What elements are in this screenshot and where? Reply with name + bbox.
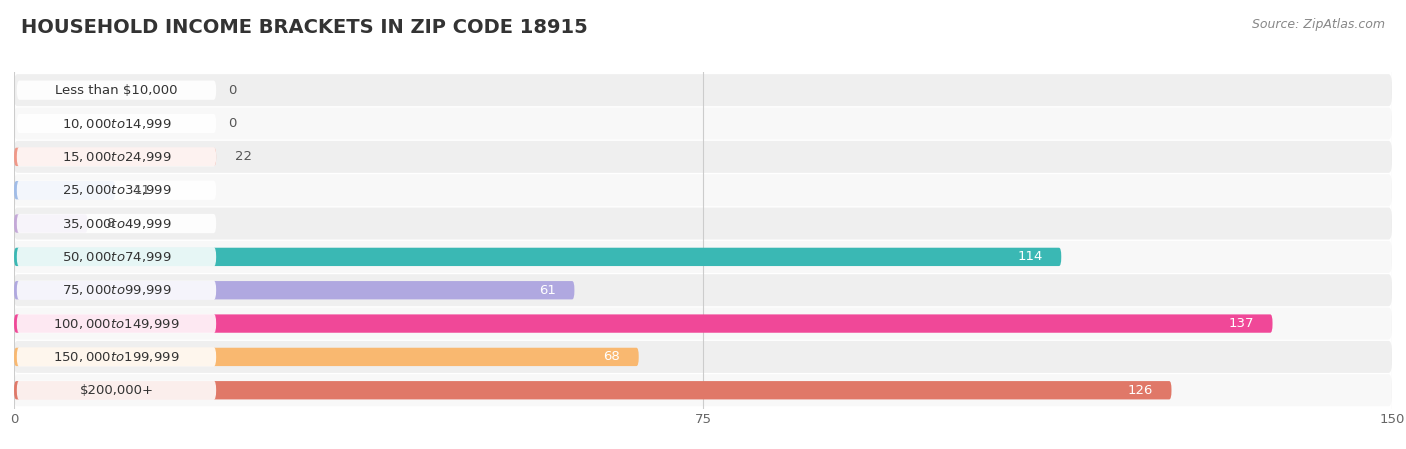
FancyBboxPatch shape: [14, 308, 1392, 339]
Text: $75,000 to $99,999: $75,000 to $99,999: [62, 283, 172, 297]
FancyBboxPatch shape: [14, 348, 638, 366]
Text: $35,000 to $49,999: $35,000 to $49,999: [62, 216, 172, 230]
FancyBboxPatch shape: [14, 281, 575, 299]
FancyBboxPatch shape: [14, 148, 217, 166]
FancyBboxPatch shape: [17, 180, 217, 200]
FancyBboxPatch shape: [14, 241, 1392, 273]
Text: $200,000+: $200,000+: [80, 384, 153, 397]
FancyBboxPatch shape: [14, 248, 1062, 266]
FancyBboxPatch shape: [14, 274, 1392, 306]
FancyBboxPatch shape: [14, 107, 1392, 140]
Text: 0: 0: [228, 84, 236, 97]
Text: 22: 22: [235, 150, 252, 163]
Text: $10,000 to $14,999: $10,000 to $14,999: [62, 117, 172, 131]
FancyBboxPatch shape: [14, 74, 1392, 106]
FancyBboxPatch shape: [17, 214, 217, 233]
FancyBboxPatch shape: [17, 281, 217, 300]
FancyBboxPatch shape: [14, 174, 1392, 206]
Text: $25,000 to $34,999: $25,000 to $34,999: [62, 183, 172, 197]
Text: 126: 126: [1128, 384, 1153, 397]
FancyBboxPatch shape: [14, 314, 1272, 333]
FancyBboxPatch shape: [14, 214, 87, 233]
FancyBboxPatch shape: [14, 141, 1392, 173]
Text: $100,000 to $149,999: $100,000 to $149,999: [53, 317, 180, 330]
FancyBboxPatch shape: [17, 80, 217, 100]
Text: 61: 61: [538, 284, 555, 297]
Text: Source: ZipAtlas.com: Source: ZipAtlas.com: [1251, 18, 1385, 31]
FancyBboxPatch shape: [17, 114, 217, 133]
Text: Less than $10,000: Less than $10,000: [55, 84, 177, 97]
FancyBboxPatch shape: [17, 381, 217, 400]
Text: 8: 8: [105, 217, 114, 230]
Text: $15,000 to $24,999: $15,000 to $24,999: [62, 150, 172, 164]
Text: 11: 11: [134, 184, 150, 197]
Text: 137: 137: [1229, 317, 1254, 330]
FancyBboxPatch shape: [17, 347, 217, 366]
Text: 0: 0: [228, 117, 236, 130]
FancyBboxPatch shape: [17, 314, 217, 333]
FancyBboxPatch shape: [14, 207, 1392, 240]
FancyBboxPatch shape: [17, 247, 217, 267]
FancyBboxPatch shape: [14, 181, 115, 199]
Text: $150,000 to $199,999: $150,000 to $199,999: [53, 350, 180, 364]
Text: HOUSEHOLD INCOME BRACKETS IN ZIP CODE 18915: HOUSEHOLD INCOME BRACKETS IN ZIP CODE 18…: [21, 18, 588, 37]
Text: $50,000 to $74,999: $50,000 to $74,999: [62, 250, 172, 264]
FancyBboxPatch shape: [14, 381, 1171, 400]
Text: 68: 68: [603, 350, 620, 363]
FancyBboxPatch shape: [14, 341, 1392, 373]
FancyBboxPatch shape: [14, 374, 1392, 406]
Text: 114: 114: [1018, 251, 1043, 264]
FancyBboxPatch shape: [17, 147, 217, 167]
